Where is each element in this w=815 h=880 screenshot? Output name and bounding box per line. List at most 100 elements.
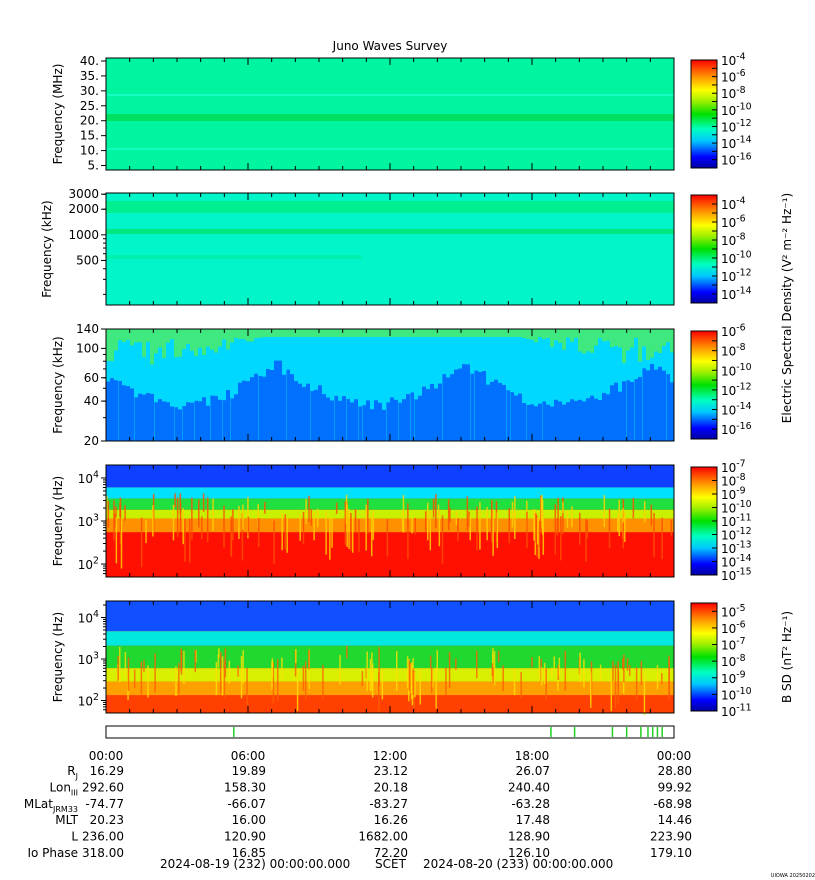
panel-4-colorbar-label: 10-7 bbox=[721, 459, 746, 475]
ephemeris-value: 179.10 bbox=[650, 846, 692, 860]
panel-4-ytick-label: 102 bbox=[78, 556, 99, 572]
spectrogram-panels: 5.10.15.20.25.30.35.40. Frequency (MHz) 10… bbox=[40, 52, 794, 719]
ephemeris-value: 236.00 bbox=[82, 830, 124, 844]
panel-5-ytick-label: 102 bbox=[78, 692, 99, 708]
panel-4-colorbar-label: 10-8 bbox=[721, 472, 746, 488]
ephemeris-value: 99.92 bbox=[658, 780, 692, 794]
spectrogram-panel-3: 140 100 60 40 20 Frequency (kHz) 10-6 10-8 10-10… bbox=[51, 322, 752, 448]
ephemeris-value: 292.60 bbox=[82, 780, 124, 794]
panel-3-colorbar bbox=[690, 330, 718, 440]
panel-1-colorbar-label: 10-4 bbox=[721, 52, 746, 68]
ephemeris-value: 19.89 bbox=[232, 764, 266, 778]
ephemeris-value: 16.85 bbox=[232, 846, 266, 860]
panel-1-colorbar-label: 10-14 bbox=[721, 135, 752, 151]
panel-5-colorbar-label: 10-6 bbox=[721, 620, 746, 636]
panel-1-ytick-label: 30. bbox=[80, 84, 99, 98]
panel-2-ylabel: Frequency (kHz) bbox=[40, 200, 54, 297]
panel-1-colorbar bbox=[690, 59, 718, 169]
time-axis-label: 18:00 bbox=[515, 749, 550, 763]
panel-2-colorbar-label: 10-4 bbox=[721, 196, 746, 212]
ephemeris-value: 158.30 bbox=[224, 780, 266, 794]
footer-start: 2024-08-19 (232) 00:00:00.000 bbox=[160, 857, 350, 871]
panel-5-colorbar-label: 10-10 bbox=[721, 686, 752, 702]
time-axis: 00:00 06:00 12:00 18:00 00:00 bbox=[89, 749, 692, 763]
panel-3-colorbar-label: 10-6 bbox=[721, 323, 746, 339]
ephemeris-value: 240.40 bbox=[508, 780, 550, 794]
ephemeris-value: 126.10 bbox=[508, 846, 550, 860]
panel-3-colorbar-label: 10-8 bbox=[721, 342, 746, 358]
panel-3-ylabel: Frequency (kHz) bbox=[51, 336, 65, 433]
panel-1-ytick-label: 15. bbox=[80, 129, 99, 143]
panel-5-ylabel: Frequency (Hz) bbox=[51, 612, 65, 703]
spectrogram-panel-4: 104 103 102 Frequency (Hz) 10-710-810-910-10… bbox=[51, 459, 752, 583]
panel-2-ytick-label: 500 bbox=[76, 253, 99, 267]
panel-1-ytick-label: 20. bbox=[80, 114, 99, 128]
panel-1-colorbar-label: 10-6 bbox=[721, 68, 746, 84]
panel-3-colorbar-label: 10-16 bbox=[721, 421, 752, 437]
panel-3-ytick-label: 60 bbox=[84, 371, 99, 385]
panel-2-colorbar-label: 10-12 bbox=[721, 268, 752, 284]
ephemeris-value: 128.90 bbox=[508, 830, 550, 844]
panel-1-ytick-label: 10. bbox=[80, 144, 99, 158]
panel-2-colorbar-label: 10-14 bbox=[721, 286, 752, 302]
time-axis-label: 06:00 bbox=[231, 749, 266, 763]
ephemeris-value: -63.28 bbox=[511, 797, 550, 811]
ephemeris-table: RJ 16.29 19.89 23.12 26.07 28.80 LonIII 292.60 1… bbox=[24, 764, 692, 860]
chart-title: Juno Waves Survey bbox=[332, 39, 448, 53]
time-axis-label: 00:00 bbox=[657, 749, 692, 763]
ephemeris-value: 14.46 bbox=[658, 813, 692, 827]
panel-2-ytick-label: 1000 bbox=[68, 228, 99, 242]
footer-center: SCET bbox=[375, 857, 407, 871]
ephemeris-row-label: MLatJRM33 bbox=[24, 797, 78, 814]
ephemeris-row-label: Io Phase bbox=[27, 846, 78, 860]
ephemeris-row-label: L bbox=[71, 830, 78, 844]
panel-3-ytick-label: 100 bbox=[76, 341, 99, 355]
panel-2-colorbar-label: 10-6 bbox=[721, 214, 746, 230]
ephemeris-value: 20.23 bbox=[90, 813, 124, 827]
ephemeris-value: -74.77 bbox=[85, 797, 124, 811]
panel-4-colorbar-label: 10-9 bbox=[721, 486, 746, 502]
panel-4-colorbar-label: 10-10 bbox=[721, 499, 752, 515]
panel-4-ytick-label: 103 bbox=[78, 513, 99, 529]
panel-2-colorbar-label: 10-10 bbox=[721, 250, 752, 266]
panel-1-colorbar-label: 10-12 bbox=[721, 118, 752, 134]
footer-end: 2024-08-20 (233) 00:00:00.000 bbox=[423, 857, 613, 871]
ephemeris-value: -83.27 bbox=[369, 797, 408, 811]
time-axis-label: 00:00 bbox=[89, 749, 124, 763]
panel-1-colorbar-label: 10-8 bbox=[721, 85, 746, 101]
ephemeris-value: 1682.00 bbox=[358, 830, 408, 844]
panel-4-colorbar-label: 10-12 bbox=[721, 526, 752, 542]
panel-1-ytick-label: 5. bbox=[88, 159, 99, 173]
ephemeris-row-label: LonIII bbox=[50, 780, 79, 797]
panel-3-ytick-label: 40 bbox=[84, 394, 99, 408]
ephemeris-row-label: MLT bbox=[55, 813, 78, 827]
panel-5-colorbar bbox=[690, 602, 718, 712]
panel-3-ytick-label: 20 bbox=[84, 434, 99, 448]
panel-4-colorbar-label: 10-15 bbox=[721, 567, 752, 583]
panel-5-ytick-label: 104 bbox=[78, 609, 99, 625]
ephemeris-value: 72.20 bbox=[374, 846, 408, 860]
footer-credit: UIOWA 20250202 bbox=[771, 873, 815, 879]
panel-1-colorbar-label: 10-10 bbox=[721, 101, 752, 117]
panel-5-colorbar-label: 10-7 bbox=[721, 636, 746, 652]
panel-4-colorbar-label: 10-14 bbox=[721, 553, 752, 569]
panel-3-colorbar-label: 10-12 bbox=[721, 382, 752, 398]
ephemeris-value: 16.29 bbox=[90, 764, 124, 778]
panel-3-colorbar-label: 10-14 bbox=[721, 401, 752, 417]
panel-4-ylabel: Frequency (Hz) bbox=[51, 476, 65, 567]
ephemeris-value: 28.80 bbox=[658, 764, 692, 778]
shared-colorbar-label: Electric Spectral Density (V² m⁻² Hz⁻¹) bbox=[780, 193, 794, 423]
panel-4-ytick-label: 104 bbox=[78, 470, 99, 486]
panel-1-colorbar-label: 10-16 bbox=[721, 151, 752, 167]
mode-bar-frame bbox=[105, 725, 675, 739]
panel-5-colorbar-label: 10-5 bbox=[721, 603, 746, 619]
ephemeris-value: 20.18 bbox=[374, 780, 408, 794]
ephemeris-value: 17.48 bbox=[516, 813, 550, 827]
ephemeris-value: 223.90 bbox=[650, 830, 692, 844]
panel-1-ytick-label: 40. bbox=[80, 54, 99, 68]
panel-5-colorbar-label: 10-9 bbox=[721, 669, 746, 685]
ephemeris-value: 120.90 bbox=[224, 830, 266, 844]
